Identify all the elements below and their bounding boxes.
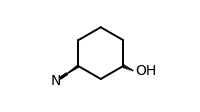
Polygon shape	[67, 65, 79, 73]
Text: N: N	[50, 74, 61, 88]
Text: OH: OH	[135, 64, 157, 78]
